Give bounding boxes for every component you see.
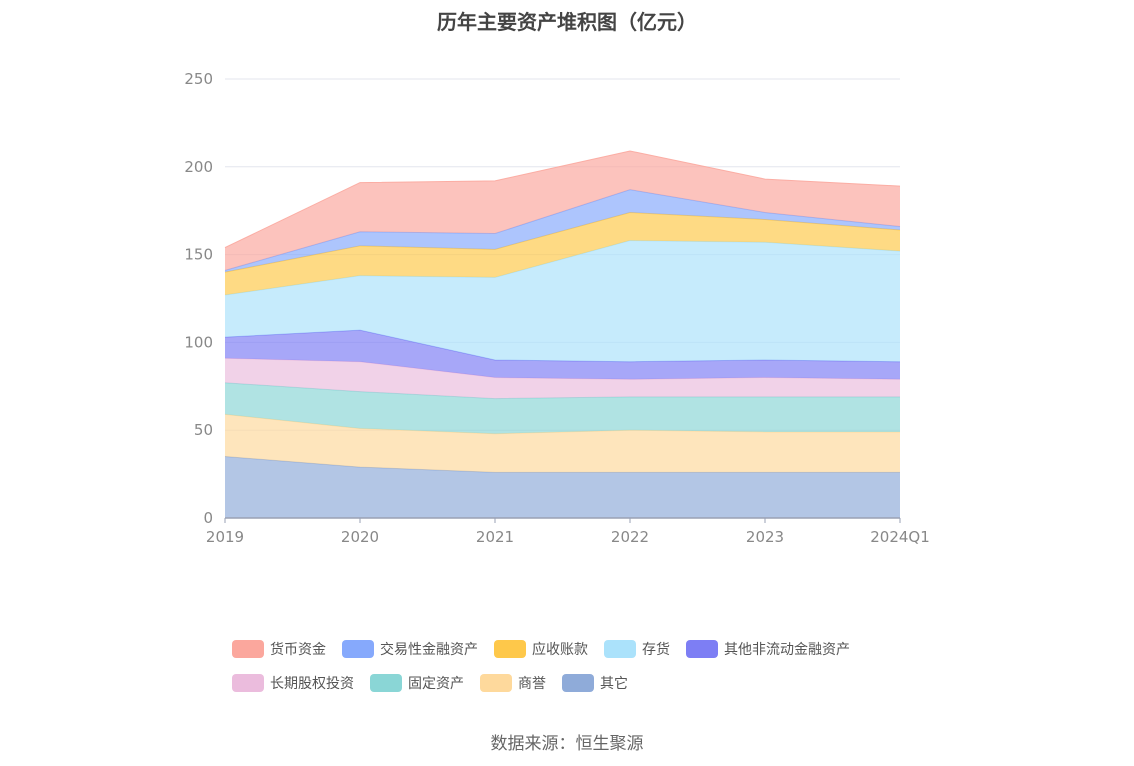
legend-swatch [342, 640, 374, 658]
x-tick-label: 2021 [476, 528, 514, 546]
x-tick-label: 2024Q1 [870, 528, 930, 546]
legend-swatch [562, 674, 594, 692]
legend-item[interactable]: 货币资金 [232, 632, 326, 666]
area-series-其它 [225, 456, 900, 518]
legend-item[interactable]: 交易性金融资产 [342, 632, 478, 666]
stacked-area-chart: 0 50 100 150 200 250 2019 2020 2021 2022 2023 2024Q… [184, 70, 930, 546]
legend-item[interactable]: 存货 [604, 632, 670, 666]
chart-title: 历年主要资产堆积图（亿元） [437, 10, 697, 34]
area-series-交易性金融资产 [225, 189, 900, 273]
x-tick-label: 2023 [746, 528, 784, 546]
x-tick-label: 2022 [611, 528, 649, 546]
legend-label: 货币资金 [270, 642, 326, 658]
legend-item[interactable]: 长期股权投资 [232, 666, 354, 700]
legend-label: 应收账款 [532, 642, 588, 658]
area-series-商誉 [225, 414, 900, 473]
legend-row: 长期股权投资 固定资产 商誉 其它 [232, 666, 932, 700]
y-tick-label: 150 [184, 246, 213, 264]
legend-item[interactable]: 应收账款 [494, 632, 588, 666]
legend-item[interactable]: 商誉 [480, 666, 546, 700]
data-source-note: 数据来源：恒生聚源 [490, 734, 644, 754]
y-tick-label: 100 [184, 333, 213, 351]
legend-item[interactable]: 其他非流动金融资产 [686, 632, 850, 666]
area-series-其他非流动金融资产 [225, 330, 900, 380]
area-series-应收账款 [225, 212, 900, 295]
legend-swatch [494, 640, 526, 658]
legend-swatch [604, 640, 636, 658]
y-tick-label: 0 [203, 509, 213, 527]
x-tick-label: 2019 [206, 528, 244, 546]
area-series-line [224, 150, 901, 249]
legend-row: 货币资金 交易性金融资产 应收账款 存货 其他非流动金融资产 [232, 632, 932, 666]
legend-item[interactable]: 固定资产 [370, 666, 464, 700]
area-series-货币资金 [225, 150, 900, 271]
y-tick-label: 50 [194, 421, 213, 439]
area-series-固定资产 [225, 382, 900, 434]
legend-label: 交易性金融资产 [380, 642, 478, 658]
legend-label: 存货 [642, 642, 670, 658]
legend-swatch [232, 674, 264, 692]
legend-label: 长期股权投资 [270, 676, 354, 692]
y-tick-label: 200 [184, 158, 213, 176]
legend-label: 其他非流动金融资产 [724, 642, 850, 658]
legend-swatch [232, 640, 264, 658]
chart-legend: 货币资金 交易性金融资产 应收账款 存货 其他非流动金融资产 长期股权投资 固定资产 商誉 其… [232, 632, 932, 700]
area-series-存货 [225, 240, 900, 362]
legend-label: 商誉 [518, 676, 546, 692]
y-tick-label: 250 [184, 70, 213, 88]
legend-label: 其它 [600, 676, 628, 692]
legend-swatch [480, 674, 512, 692]
legend-label: 固定资产 [408, 676, 464, 692]
x-tick-label: 2020 [341, 528, 379, 546]
legend-swatch [370, 674, 402, 692]
legend-swatch [686, 640, 718, 658]
legend-item[interactable]: 其它 [562, 666, 628, 700]
